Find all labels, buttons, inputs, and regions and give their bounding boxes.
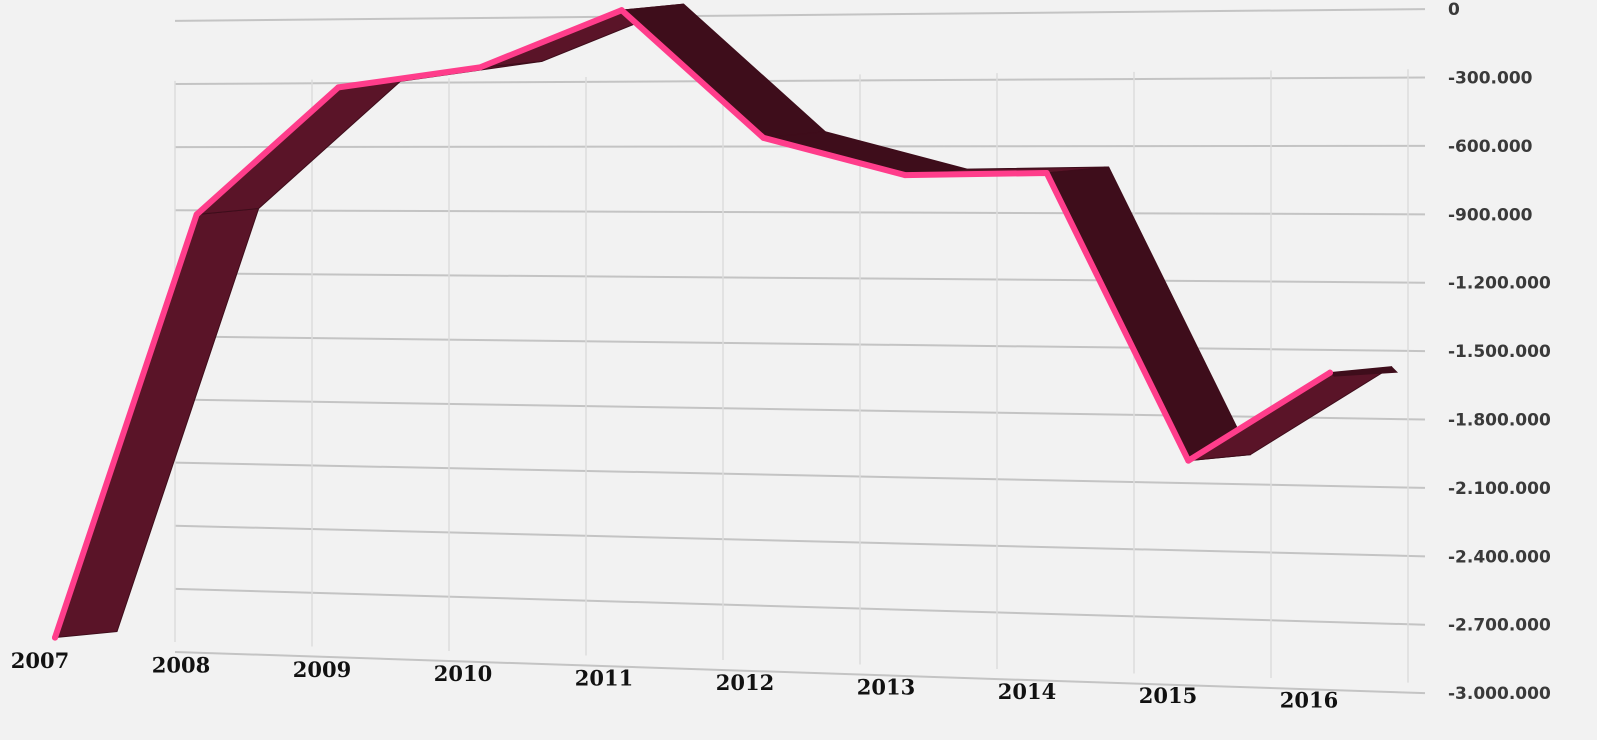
- gridline: [174, 650, 1426, 695]
- x-tick-label: 2007: [11, 648, 69, 673]
- y-tick-label: -300.000: [1448, 69, 1533, 89]
- x-tick-label: 2013: [857, 674, 915, 699]
- y-tick-label: -3.000.000: [1448, 684, 1551, 704]
- ribbon-end-cap: [1330, 366, 1398, 377]
- data-point: [1327, 369, 1333, 376]
- y-tick-label: -2.400.000: [1448, 547, 1551, 567]
- gridline: [174, 398, 1426, 421]
- data-point: [477, 64, 483, 71]
- y-tick-label: -1.200.000: [1448, 274, 1551, 294]
- gridline: [174, 209, 1426, 216]
- y-axis-tick-labels: 0 -300.000 -600.000 -900.000 -1.200.000 -1.50…: [1448, 0, 1551, 704]
- gridline: [174, 524, 1426, 558]
- ribbon-segment: [763, 131, 968, 176]
- data-point: [52, 634, 58, 641]
- x-tick-label: 2011: [575, 666, 633, 691]
- y-tick-label: -2.700.000: [1448, 616, 1551, 636]
- gridline: [174, 8, 1426, 22]
- data-point: [1043, 169, 1050, 176]
- y-tick-label: -1.500.000: [1448, 342, 1551, 362]
- gridline: [174, 272, 1426, 284]
- gridlines: [174, 8, 1426, 695]
- data-point: [618, 7, 625, 14]
- x-tick-label: 2016: [1280, 688, 1338, 713]
- x-axis-tick-labels: 2007 2008 2009 2010 2011 2012 2013 2014 2015 2016: [11, 648, 1338, 713]
- gridline: [174, 335, 1426, 353]
- data-point: [760, 134, 767, 141]
- ribbon-segment: [1045, 166, 1252, 462]
- data-point: [902, 172, 908, 179]
- gridline: [174, 461, 1426, 489]
- series-line: [52, 7, 1333, 641]
- data-point: [1185, 457, 1192, 464]
- x-tick-label: 2012: [716, 670, 774, 695]
- y-tick-label: -2.100.000: [1448, 479, 1551, 499]
- line-series: [52, 3, 1398, 641]
- x-tick-label: 2014: [998, 679, 1056, 704]
- y-tick-label: -1.800.000: [1448, 411, 1551, 431]
- gridline: [174, 587, 1426, 626]
- data-point: [335, 84, 342, 91]
- y-tick-label: -600.000: [1448, 137, 1533, 157]
- y-tick-label: 0: [1448, 0, 1460, 20]
- ribbon-segment: [54, 207, 260, 639]
- x-tick-label: 2015: [1139, 683, 1197, 708]
- y-tick-label: -900.000: [1448, 205, 1533, 225]
- x-tick-label: 2008: [152, 652, 210, 677]
- data-point: [193, 211, 200, 218]
- x-tick-label: 2009: [293, 657, 351, 682]
- x-tick-label: 2010: [434, 661, 492, 686]
